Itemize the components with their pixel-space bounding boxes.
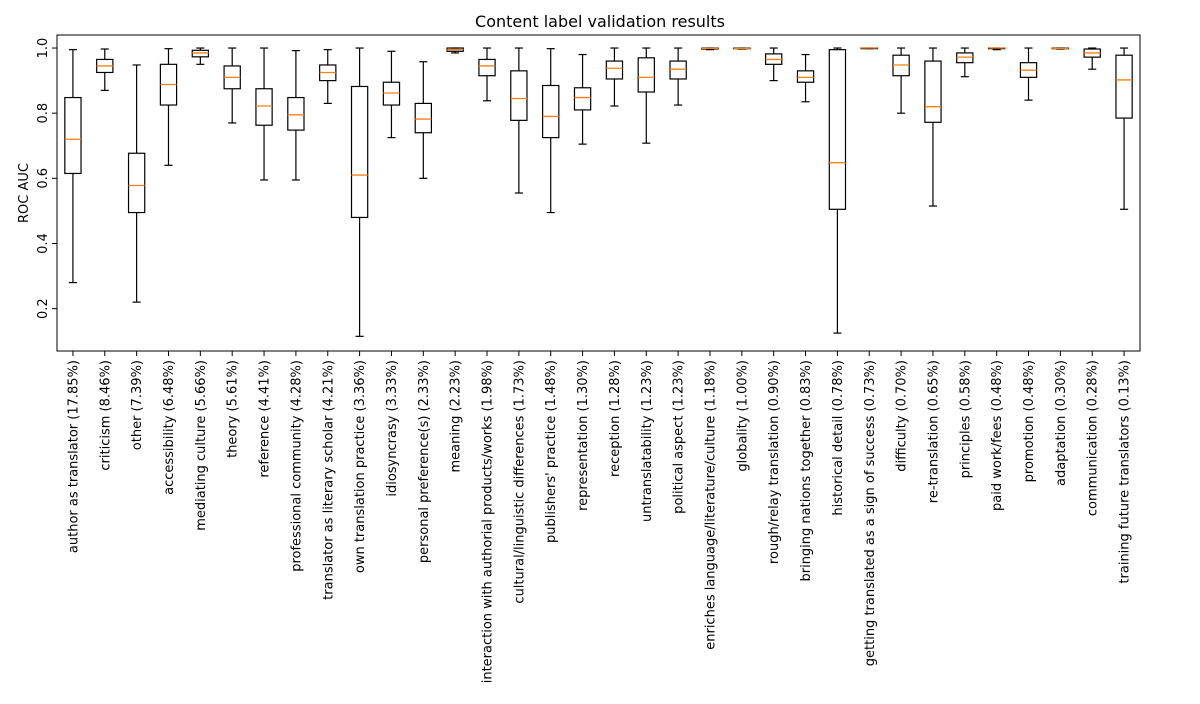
box-group xyxy=(223,47,241,124)
box-group xyxy=(414,61,433,179)
box-group xyxy=(733,47,751,50)
iqr-box xyxy=(796,70,815,83)
box-group xyxy=(64,49,82,284)
box-group xyxy=(669,47,687,106)
x-tick-label: untranslatability (1.23%) xyxy=(640,360,655,522)
x-tick-label: paid work/fees (0.48%) xyxy=(990,360,1005,511)
iqr-box xyxy=(64,96,82,175)
box-group xyxy=(701,47,719,51)
x-tick-label: difficulty (0.70%) xyxy=(895,360,910,472)
box-group xyxy=(191,47,210,65)
iqr-box xyxy=(382,81,401,106)
box-group xyxy=(478,47,496,102)
x-tick-label: theory (5.61%) xyxy=(226,360,241,458)
box-group xyxy=(924,47,942,207)
iqr-box xyxy=(255,88,273,126)
iqr-box xyxy=(573,87,592,111)
x-tick-label: training future translators (0.13%) xyxy=(1118,360,1133,584)
box-group xyxy=(605,47,624,107)
box-group xyxy=(96,48,114,91)
y-tick-label: 0.6 xyxy=(36,168,51,189)
x-tick-label: communication (0.28%) xyxy=(1086,360,1101,516)
x-tick-label: reception (1.28%) xyxy=(608,360,623,477)
box-group xyxy=(382,50,401,139)
x-tick-label: representation (1.30%) xyxy=(576,360,591,511)
iqr-box xyxy=(127,152,146,214)
x-tick-label: principles (0.58%) xyxy=(958,360,973,478)
x-tick-label: own translation practice (3.36%) xyxy=(353,360,368,573)
box-group xyxy=(828,47,847,334)
box-group xyxy=(255,47,273,181)
iqr-box xyxy=(478,58,496,77)
x-tick-label: mediating culture (5.66%) xyxy=(194,360,209,531)
plot-frame xyxy=(56,34,1141,352)
iqr-box xyxy=(510,70,528,121)
box-group xyxy=(319,49,337,105)
y-tick-label: 0.2 xyxy=(36,298,51,319)
box-group xyxy=(796,53,815,103)
x-tick-label: idiosyncrasy (3.33%) xyxy=(385,360,400,497)
box-group xyxy=(1115,47,1133,210)
x-tick-label: bringing nations together (0.83%) xyxy=(799,360,814,582)
box-group xyxy=(510,47,528,194)
iqr-box xyxy=(191,49,210,58)
x-tick-label: other (7.39%) xyxy=(130,360,145,450)
x-tick-label: globality (1.00%) xyxy=(735,360,750,472)
y-tick-label: 0.8 xyxy=(36,103,51,124)
iqr-box xyxy=(669,60,687,80)
x-tick-label: personal preference(s) (2.33%) xyxy=(417,360,432,563)
x-tick-label: adaptation (0.30%) xyxy=(1054,360,1069,486)
x-tick-label: promotion (0.48%) xyxy=(1022,360,1037,482)
x-tick-label: getting translated as a sign of success … xyxy=(863,360,878,666)
x-tick-label: interaction with authorial products/work… xyxy=(481,360,496,683)
box-group xyxy=(956,47,974,78)
iqr-box xyxy=(1115,54,1133,119)
x-tick-label: professional community (4.28%) xyxy=(289,360,304,572)
x-tick-label: criticism (8.46%) xyxy=(98,360,113,471)
iqr-box xyxy=(956,52,974,64)
y-tick-label: 0.4 xyxy=(36,233,51,254)
chart-title: Content label validation results xyxy=(475,12,725,31)
box-group xyxy=(287,50,305,181)
box-group xyxy=(542,48,560,214)
x-tick-label: enriches language/literature/culture (1.… xyxy=(703,360,718,650)
iqr-box xyxy=(828,49,847,210)
x-tick-label: author as translator (17.85%) xyxy=(66,360,81,553)
iqr-box xyxy=(924,60,942,123)
x-tick-label: rough/relay translation (0.90%) xyxy=(767,360,782,564)
x-tick-label: historical detail (0.78%) xyxy=(831,360,846,516)
x-tick-label: re-translation (0.65%) xyxy=(926,360,941,503)
box-group xyxy=(1083,47,1101,70)
box-group xyxy=(127,64,146,303)
plot-area: 0.2 0.4 0.6 0.8 1.0 author as translator (17.… xyxy=(36,38,1133,683)
iqr-box xyxy=(542,84,560,139)
iqr-box xyxy=(637,57,655,93)
y-axis-label: ROC AUC xyxy=(17,163,32,223)
box-group xyxy=(987,47,1006,51)
box-group xyxy=(637,47,655,144)
box-group xyxy=(350,47,369,337)
x-tick-label: accessibility (6.48%) xyxy=(162,360,177,495)
box-group xyxy=(764,47,783,82)
iqr-box xyxy=(350,85,369,219)
box-group xyxy=(1051,47,1070,50)
iqr-box xyxy=(414,102,433,134)
x-tick-label: cultural/linguistic differences (1.73%) xyxy=(512,360,527,604)
box-group xyxy=(573,53,592,145)
iqr-box xyxy=(605,60,624,80)
box-group xyxy=(159,48,178,166)
box-group xyxy=(892,47,910,114)
x-tick-label: reference (4.41%) xyxy=(258,360,273,478)
x-tick-label: publishers' practice (1.48%) xyxy=(544,360,559,543)
box-group xyxy=(446,47,464,54)
y-tick-label: 1.0 xyxy=(36,38,51,59)
box-group xyxy=(1019,47,1038,101)
x-tick-label: political aspect (1.23%) xyxy=(672,360,687,514)
x-tick-label: meaning (2.23%) xyxy=(449,360,464,473)
x-tick-label: translator as literary scholar (4.21%) xyxy=(321,360,336,600)
iqr-box xyxy=(287,96,305,131)
box-group xyxy=(860,47,878,50)
